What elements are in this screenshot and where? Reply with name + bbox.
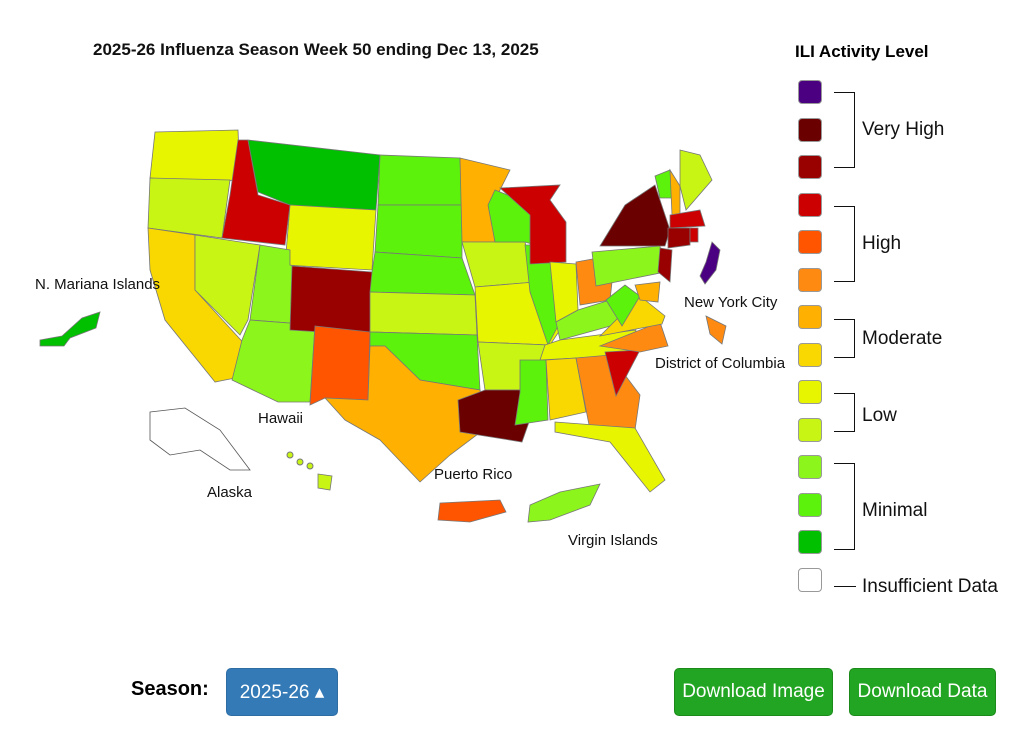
region-co[interactable] bbox=[289, 265, 373, 336]
region-az[interactable] bbox=[231, 319, 316, 403]
legend-very-high: Very High bbox=[862, 119, 945, 140]
region-vi[interactable] bbox=[527, 483, 601, 523]
region-nh[interactable] bbox=[669, 168, 681, 216]
region-ny[interactable] bbox=[599, 184, 671, 247]
legend-line bbox=[834, 586, 856, 587]
region-nc[interactable] bbox=[598, 321, 669, 353]
season-label: Season: bbox=[131, 678, 209, 700]
region-nd[interactable] bbox=[377, 154, 463, 206]
legend-swatch-level-12 bbox=[798, 117, 822, 142]
legend-high: High bbox=[862, 233, 902, 254]
legend-swatch-level-1 bbox=[798, 530, 822, 554]
legend-swatch-level-9 bbox=[798, 230, 822, 254]
region-mi[interactable] bbox=[499, 184, 567, 265]
bracket bbox=[834, 92, 855, 168]
label-hawaii: Hawaii bbox=[258, 410, 304, 427]
region-ms[interactable] bbox=[514, 359, 549, 426]
region-wa[interactable] bbox=[149, 129, 241, 183]
legend-minimal: Minimal bbox=[862, 500, 928, 521]
region-dc[interactable] bbox=[705, 315, 727, 345]
region-nyc[interactable] bbox=[699, 241, 721, 285]
bracket bbox=[834, 393, 855, 432]
region-hi[interactable] bbox=[317, 473, 333, 491]
region-ia[interactable] bbox=[461, 241, 536, 288]
legend-swatch-level-11 bbox=[798, 155, 822, 179]
region-ri[interactable] bbox=[689, 227, 699, 243]
region-hi-island[interactable] bbox=[296, 458, 304, 466]
region-md[interactable] bbox=[634, 281, 661, 303]
legend-swatch-level-5 bbox=[798, 380, 822, 404]
region-sd[interactable] bbox=[374, 204, 463, 259]
legend-swatch-level-4 bbox=[798, 417, 822, 442]
label-vi: Virgin Islands bbox=[568, 532, 658, 549]
season-dropdown[interactable]: 2025-26 ▴ bbox=[226, 668, 338, 716]
label-nyc: New York City bbox=[684, 294, 778, 311]
legend-moderate: Moderate bbox=[862, 328, 943, 349]
region-nm[interactable] bbox=[309, 325, 371, 406]
region-hi-island[interactable] bbox=[286, 451, 294, 459]
legend-swatch-level-7 bbox=[798, 305, 822, 329]
bracket bbox=[834, 463, 855, 550]
region-or[interactable] bbox=[147, 177, 231, 239]
region-ne[interactable] bbox=[369, 251, 476, 296]
region-ks[interactable] bbox=[369, 291, 478, 336]
download-image-button[interactable]: Download Image bbox=[674, 668, 833, 716]
legend-swatch-level-2 bbox=[798, 492, 822, 517]
label-alaska: Alaska bbox=[207, 484, 253, 501]
region-nj[interactable] bbox=[657, 247, 673, 283]
region-wy[interactable] bbox=[284, 204, 377, 271]
region-sc[interactable] bbox=[604, 349, 641, 398]
map-title: 2025-26 Influenza Season Week 50 ending … bbox=[93, 40, 539, 59]
label-pr: Puerto Rico bbox=[434, 466, 513, 483]
legend-swatch-level-13 bbox=[798, 80, 822, 104]
region-fl[interactable] bbox=[554, 421, 666, 493]
us-map bbox=[39, 129, 727, 523]
legend-swatch-level-3 bbox=[798, 455, 822, 479]
region-nmi[interactable] bbox=[39, 311, 101, 347]
legend-title: ILI Activity Level bbox=[795, 42, 929, 61]
legend-low: Low bbox=[862, 405, 897, 426]
region-ct[interactable] bbox=[667, 227, 691, 249]
bracket bbox=[834, 319, 855, 358]
label-dc: District of Columbia bbox=[655, 355, 786, 372]
region-ma[interactable] bbox=[669, 209, 706, 229]
region-ak[interactable] bbox=[149, 407, 251, 471]
download-data-button[interactable]: Download Data bbox=[849, 668, 996, 716]
region-me[interactable] bbox=[679, 149, 713, 211]
region-pa[interactable] bbox=[591, 245, 666, 287]
region-nv[interactable] bbox=[194, 234, 261, 336]
region-al[interactable] bbox=[545, 357, 587, 421]
legend-swatch-level-0 bbox=[798, 567, 822, 592]
legend-swatch-level-6 bbox=[798, 342, 822, 367]
bracket bbox=[834, 206, 855, 282]
legend-swatch-level-8 bbox=[798, 267, 822, 292]
region-pr[interactable] bbox=[437, 499, 507, 523]
region-hi-island[interactable] bbox=[306, 462, 314, 470]
region-tx[interactable] bbox=[324, 345, 491, 483]
legend-insufficient: Insufficient Data bbox=[862, 576, 998, 597]
label-nmi: N. Mariana Islands bbox=[35, 276, 161, 293]
legend-swatch-level-10 bbox=[798, 192, 822, 217]
